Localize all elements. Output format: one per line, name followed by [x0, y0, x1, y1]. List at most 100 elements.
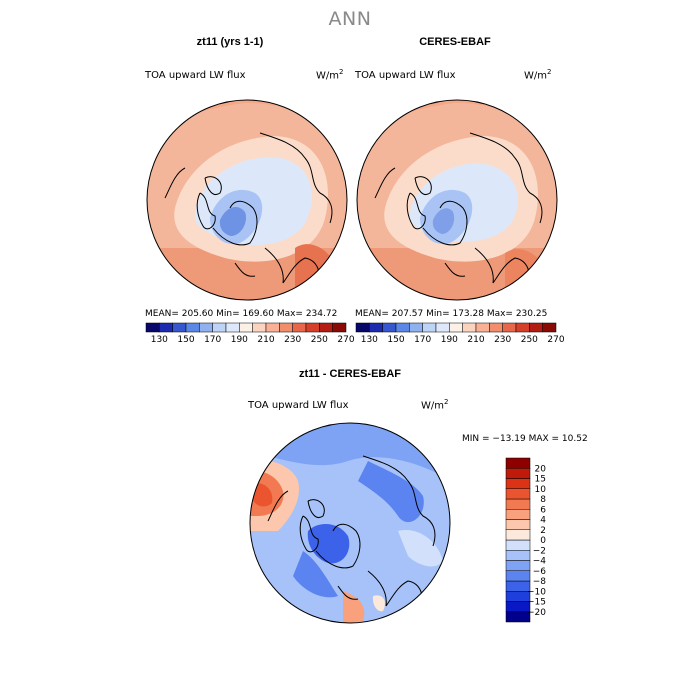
panel2-colorbar-box: [502, 322, 517, 333]
diff-colorbar-tick-label: 10: [535, 485, 547, 495]
diff-colorbar-box: [505, 529, 531, 541]
panel2-map-border: [356, 99, 558, 301]
panel1-colorbar-box: [239, 322, 253, 333]
diff-atlantic-mild: [398, 530, 443, 567]
panel1-map: [146, 99, 348, 301]
panel2-field-label: TOA upward LW flux: [355, 70, 456, 81]
diff-colorbar-tick-label: −6: [533, 567, 547, 577]
panel1-colorbar-box: [185, 322, 200, 333]
diff-colorbar-tick-label: 15: [535, 475, 546, 485]
panel1-colorbar: 130 150 170 190 210 230 250 270: [145, 322, 354, 345]
panel1-colorbar-box: [225, 322, 240, 333]
panel1-europe-warm: [295, 244, 347, 300]
panel1-colorbar-box: [252, 322, 267, 333]
diff-colorbar-box: [505, 468, 531, 479]
diff-colorbar-box: [505, 457, 531, 469]
diff-colorbar-box: [505, 519, 531, 530]
diff-colorbar-box: [505, 539, 531, 551]
panel1-stats: MEAN= 205.60 Min= 169.60 Max= 234.72: [145, 309, 338, 319]
panel2-colorbar-box: [475, 322, 490, 333]
panel2-colorbar-box: [462, 322, 477, 333]
diff-colorbar-tick-label: 8: [540, 495, 546, 505]
panel2-stats: MEAN= 207.57 Min= 173.28 Max= 230.25: [355, 309, 548, 319]
panel1-colorbar-box: [265, 322, 280, 333]
diff-canada-cool: [293, 551, 338, 598]
diff-title: zt11 - CERES-EBAF: [298, 368, 402, 380]
panel2-colorbar-box: [449, 322, 463, 333]
panel1-colorbar-tick-label: 270: [337, 335, 354, 345]
panel2-colorbar-tick-label: 150: [387, 335, 404, 345]
panel1-colorbar-box: [159, 322, 173, 333]
diff-field-label: TOA upward LW flux: [248, 400, 349, 411]
diff-colorbar-box: [505, 488, 531, 500]
panel2-colorbar-box: [542, 322, 557, 333]
diff-colorbar-box: [505, 478, 531, 489]
panel1-colorbar-tick-label: 210: [257, 335, 274, 345]
diff-map-border: [249, 422, 451, 624]
diff-colorbar-tick-label: −8: [533, 577, 547, 587]
diff-colorbar-box: [505, 560, 531, 571]
panel2-units: W/m2: [524, 68, 552, 82]
diff-colorbar-box: [505, 509, 531, 520]
panel2-colorbar-tick-label: 230: [494, 335, 511, 345]
panel1-colorbar-box: [145, 322, 160, 333]
panel2-colorbar-box: [489, 322, 503, 333]
panel1-field-label: TOA upward LW flux: [145, 70, 246, 81]
panel2-colorbar-box: [369, 322, 383, 333]
panel1-colorbar-tick-label: 230: [284, 335, 301, 345]
panel1-colorbar-box: [319, 322, 333, 333]
panel2-colorbar: 130 150 170 190 210 230 250 270: [355, 322, 564, 345]
diff-coastlines: [267, 455, 436, 612]
diff-stats: MIN = −13.19 MAX = 10.52: [462, 434, 588, 444]
panel2-colorbar-box: [529, 322, 543, 333]
panel1-colorbar-tick-label: 150: [177, 335, 194, 345]
panel1-coastlines: [164, 132, 333, 289]
diff-map: [249, 422, 451, 624]
diff-colorbar-tick-label: 20: [535, 464, 547, 474]
diff-colorbar-tick-label: −15: [527, 598, 546, 608]
main-title: ANN: [328, 8, 372, 30]
panel2-colorbar-tick-label: 270: [547, 335, 564, 345]
diff-units: W/m2: [421, 398, 449, 412]
diff-colorbar-tick-label: 4: [540, 516, 546, 526]
panel1-colorbar-box: [199, 322, 213, 333]
panel2-colorbar-tick-label: 130: [361, 335, 378, 345]
diff-atlantic-warm: [343, 591, 365, 623]
diff-colorbar-tick-label: −10: [527, 587, 546, 597]
diff-colorbar-box: [505, 550, 531, 561]
panel1-colorbar-tick-label: 190: [231, 335, 248, 345]
diff-colorbar-tick-label: −2: [533, 546, 546, 556]
panel2-colorbar-tick-label: 250: [521, 335, 538, 345]
panel2-colorbar-box: [355, 322, 370, 333]
panel1-colorbar-box: [279, 322, 293, 333]
panel2-coastlines: [374, 132, 543, 289]
panel1-greenland-core: [219, 206, 247, 236]
diff-colorbar-tick-label: 6: [540, 505, 546, 515]
panel1-units: W/m2: [316, 68, 344, 82]
panel1-colorbar-box: [332, 322, 347, 333]
panel2-greenland-core: [432, 208, 455, 234]
diff-colorbar-tick-label: −20: [527, 608, 546, 618]
panel2-colorbar-tick-label: 190: [441, 335, 458, 345]
panel2-title: CERES-EBAF: [419, 36, 491, 48]
diff-colorbar-tick-label: 0: [540, 536, 546, 546]
panel1-colorbar-tick-label: 250: [311, 335, 328, 345]
diff-europe-neutral: [372, 595, 385, 612]
panel2-colorbar-tick-label: 170: [414, 335, 431, 345]
panel2-colorbar-box: [435, 322, 450, 333]
panel2-colorbar-box: [409, 322, 423, 333]
panel1-colorbar-box: [292, 322, 307, 333]
diff-colorbar-tick-label: −4: [533, 557, 547, 567]
panel1-colorbar-tick-label: 170: [204, 335, 221, 345]
panel1-map-border: [146, 99, 348, 301]
panel1-title: zt11 (yrs 1-1): [196, 36, 264, 48]
panel1-colorbar-tick-label: 130: [151, 335, 168, 345]
diff-colorbar-box: [505, 570, 531, 582]
panel1-colorbar-box: [305, 322, 320, 333]
panel2-colorbar-tick-label: 210: [467, 335, 484, 345]
panel2-colorbar-box: [395, 322, 410, 333]
panel2-colorbar-box: [422, 322, 437, 333]
diff-colorbar-box: [505, 498, 531, 510]
diff-pacific-core: [252, 483, 273, 507]
